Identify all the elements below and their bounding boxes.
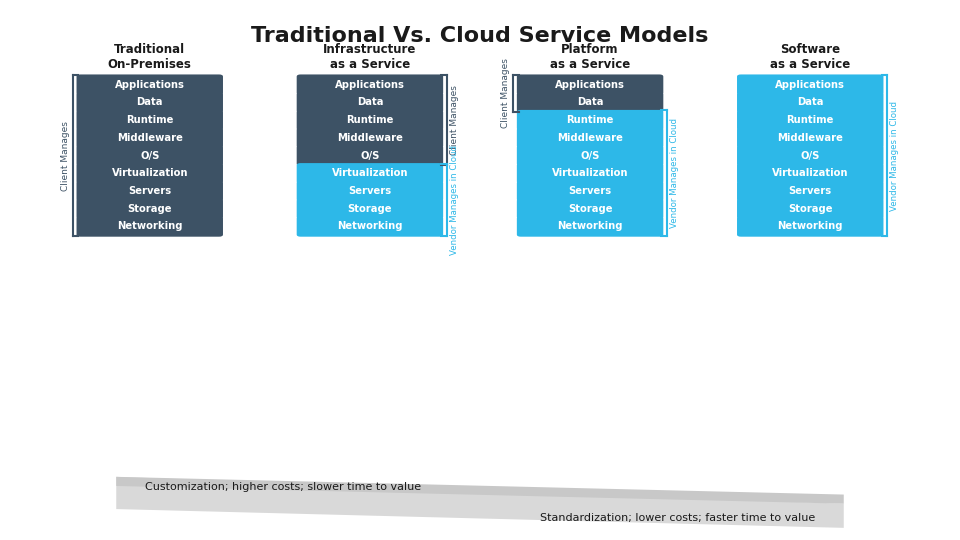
FancyBboxPatch shape (77, 127, 223, 148)
Text: Applications: Applications (335, 80, 405, 90)
Polygon shape (116, 477, 844, 504)
Text: Servers: Servers (789, 186, 831, 196)
FancyBboxPatch shape (77, 75, 223, 95)
FancyBboxPatch shape (77, 110, 223, 130)
Text: Client Manages: Client Manages (450, 85, 459, 155)
Text: Software
as a Service: Software as a Service (770, 43, 851, 71)
FancyBboxPatch shape (737, 145, 883, 166)
FancyBboxPatch shape (737, 92, 883, 113)
FancyBboxPatch shape (737, 199, 883, 219)
FancyBboxPatch shape (516, 75, 663, 95)
Text: Customization; higher costs; slower time to value: Customization; higher costs; slower time… (145, 482, 421, 492)
Text: Networking: Networking (117, 221, 182, 232)
FancyBboxPatch shape (516, 217, 663, 237)
FancyBboxPatch shape (737, 181, 883, 201)
FancyBboxPatch shape (516, 199, 663, 219)
Text: Middleware: Middleware (337, 133, 403, 143)
Text: Client Manages: Client Manages (501, 58, 510, 129)
Text: Storage: Storage (348, 204, 393, 214)
Text: Data: Data (577, 97, 603, 107)
FancyBboxPatch shape (297, 217, 444, 237)
Text: Applications: Applications (555, 80, 625, 90)
Text: Storage: Storage (788, 204, 832, 214)
FancyBboxPatch shape (77, 199, 223, 219)
FancyBboxPatch shape (737, 163, 883, 184)
Text: Servers: Servers (129, 186, 171, 196)
FancyBboxPatch shape (297, 199, 444, 219)
Text: Middleware: Middleware (778, 133, 843, 143)
FancyBboxPatch shape (77, 145, 223, 166)
Text: Vendor Manages in Cloud: Vendor Manages in Cloud (891, 100, 900, 211)
Text: Platform
as a Service: Platform as a Service (550, 43, 630, 71)
Polygon shape (116, 477, 844, 528)
FancyBboxPatch shape (77, 181, 223, 201)
Text: Middleware: Middleware (557, 133, 623, 143)
Text: Virtualization: Virtualization (111, 168, 188, 178)
Text: O/S: O/S (140, 151, 159, 160)
FancyBboxPatch shape (297, 75, 444, 95)
FancyBboxPatch shape (516, 127, 663, 148)
Text: Infrastructure
as a Service: Infrastructure as a Service (324, 43, 417, 71)
Text: Runtime: Runtime (347, 115, 394, 125)
FancyBboxPatch shape (297, 163, 444, 184)
FancyBboxPatch shape (297, 181, 444, 201)
Text: Storage: Storage (567, 204, 612, 214)
FancyBboxPatch shape (297, 92, 444, 113)
FancyBboxPatch shape (77, 217, 223, 237)
Text: O/S: O/S (801, 151, 820, 160)
FancyBboxPatch shape (737, 110, 883, 130)
FancyBboxPatch shape (516, 181, 663, 201)
Text: Virtualization: Virtualization (552, 168, 629, 178)
Text: Runtime: Runtime (786, 115, 834, 125)
FancyBboxPatch shape (297, 145, 444, 166)
Text: Applications: Applications (115, 80, 184, 90)
FancyBboxPatch shape (77, 92, 223, 113)
Text: Vendor Manages in Cloud: Vendor Manages in Cloud (670, 118, 680, 228)
FancyBboxPatch shape (737, 127, 883, 148)
FancyBboxPatch shape (77, 163, 223, 184)
Text: Runtime: Runtime (566, 115, 613, 125)
Text: Servers: Servers (348, 186, 392, 196)
Text: Networking: Networking (778, 221, 843, 232)
FancyBboxPatch shape (737, 217, 883, 237)
FancyBboxPatch shape (297, 127, 444, 148)
FancyBboxPatch shape (516, 92, 663, 113)
Text: Client Manages: Client Manages (60, 120, 69, 191)
Text: Virtualization: Virtualization (331, 168, 408, 178)
Text: Data: Data (136, 97, 163, 107)
Text: O/S: O/S (581, 151, 600, 160)
Text: Traditional Vs. Cloud Service Models: Traditional Vs. Cloud Service Models (252, 25, 708, 45)
Text: Standardization; lower costs; faster time to value: Standardization; lower costs; faster tim… (540, 513, 815, 523)
Text: Storage: Storage (128, 204, 172, 214)
FancyBboxPatch shape (516, 163, 663, 184)
Text: Vendor Manages in Cloud: Vendor Manages in Cloud (450, 145, 459, 255)
Text: Traditional
On-Premises: Traditional On-Premises (108, 43, 192, 71)
FancyBboxPatch shape (737, 75, 883, 95)
Text: Data: Data (797, 97, 824, 107)
Text: Virtualization: Virtualization (772, 168, 849, 178)
FancyBboxPatch shape (516, 145, 663, 166)
Text: Servers: Servers (568, 186, 612, 196)
FancyBboxPatch shape (516, 110, 663, 130)
Text: Middleware: Middleware (117, 133, 182, 143)
Text: Networking: Networking (337, 221, 402, 232)
Text: Networking: Networking (558, 221, 623, 232)
FancyBboxPatch shape (297, 110, 444, 130)
Text: Data: Data (357, 97, 383, 107)
Text: O/S: O/S (360, 151, 379, 160)
Text: Runtime: Runtime (126, 115, 174, 125)
Text: Applications: Applications (776, 80, 845, 90)
